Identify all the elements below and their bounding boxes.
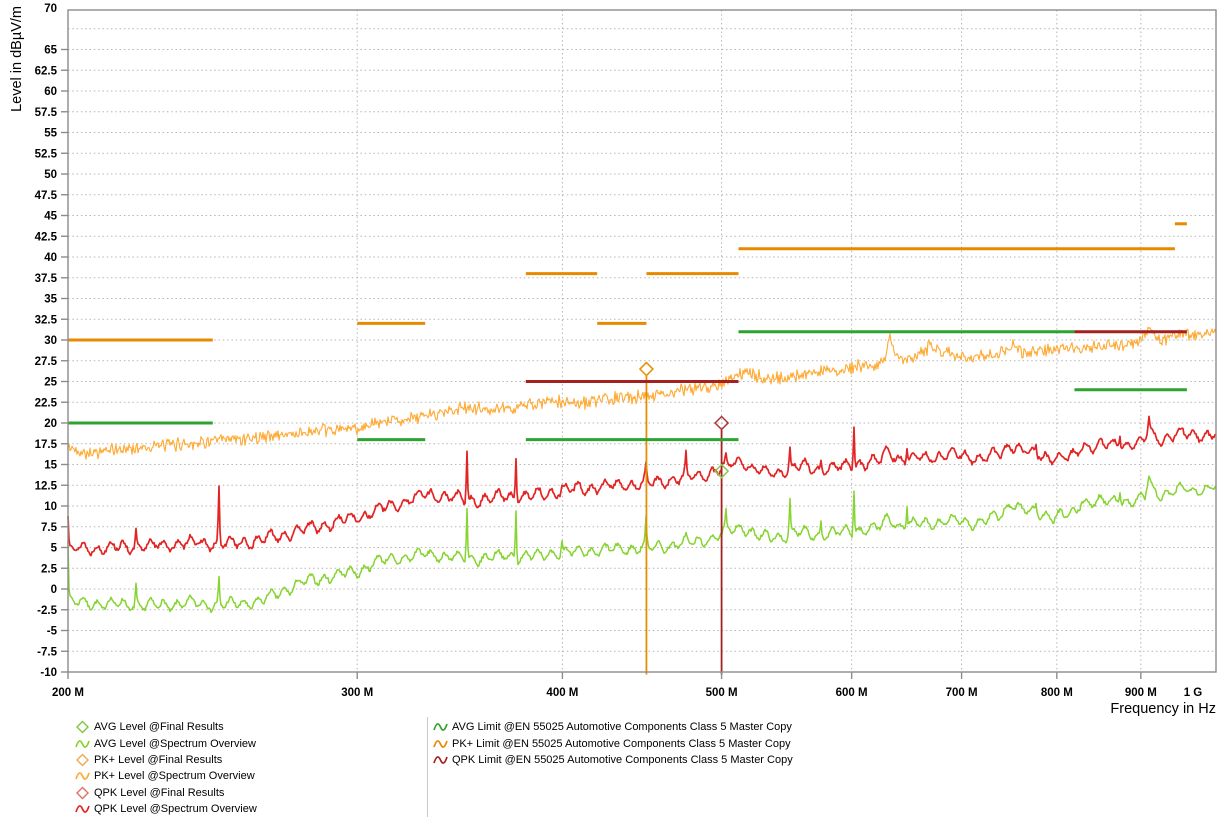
x-tick-label: 600 M: [836, 687, 868, 699]
legend-item-avg-level-spectrum-overview[interactable]: AVG Level @Spectrum Overview: [74, 735, 257, 751]
y-tick-label: 2.5: [41, 563, 58, 575]
y-tick-label: 47.5: [35, 190, 58, 202]
legend-item-pk-level-spectrum-overview[interactable]: PK+ Level @Spectrum Overview: [74, 768, 257, 784]
x-tick-label: 900 M: [1125, 687, 1157, 699]
y-tick-label: 50: [44, 169, 57, 181]
trace-pk_overview[interactable]: [67, 326, 1217, 460]
legend-divider: [427, 717, 428, 817]
trace-avg_overview[interactable]: [67, 475, 1217, 614]
y-tick-label: 57.5: [35, 107, 58, 119]
y-tick-label: 12.5: [35, 480, 58, 492]
y-tick-label: -7.5: [37, 646, 57, 658]
final-result-marker-avg[interactable]: [714, 463, 730, 479]
x-tick-label: 1 G: [1184, 687, 1203, 699]
x-tick-label: 400 M: [546, 687, 578, 699]
legend-item-label: PK+ Limit @EN 55025 Automotive Component…: [452, 737, 791, 750]
y-tick-label: 35: [44, 294, 57, 306]
legend-item-label: PK+ Level @Final Results: [94, 753, 223, 766]
plot-frame: [67, 9, 1217, 673]
trace-qpk_overview[interactable]: [67, 415, 1217, 557]
wave-icon: [75, 772, 90, 781]
y-tick-label: 70: [44, 3, 57, 15]
x-tick-label: 500 M: [706, 687, 738, 699]
y-tick-label: 20: [44, 418, 57, 430]
y-tick-label: 25: [44, 377, 57, 389]
y-tick-label: -5: [47, 626, 58, 638]
chart-legend: AVG Level @Final Results AVG Level @Spect…: [0, 717, 1222, 829]
y-tick-label: 62.5: [35, 65, 58, 77]
y-tick-label: 40: [44, 252, 57, 264]
x-tick-label: 700 M: [946, 687, 978, 699]
y-tick-label: 5: [51, 543, 58, 555]
y-tick-label: 17.5: [35, 439, 58, 451]
qpk_limit[interactable]: [525, 330, 1187, 383]
y-tick-label: 37.5: [35, 273, 58, 285]
legend-item-qpk-limit-en-55025-automotive-components-class-5-master-copy[interactable]: QPK Limit @EN 55025 Automotive Component…: [432, 752, 793, 768]
legend-item-qpk-level-spectrum-overview[interactable]: QPK Level @Spectrum Overview: [74, 801, 257, 817]
wave-icon: [75, 805, 90, 813]
legend-item-label: PK+ Level @Spectrum Overview: [94, 770, 255, 783]
avg_limit[interactable]: [68, 330, 1187, 442]
y-tick-label: 7.5: [41, 522, 58, 534]
y-tick-label: 60: [44, 86, 57, 98]
legend-item-avg-level-final-results[interactable]: AVG Level @Final Results: [74, 719, 257, 735]
legend-item-label: AVG Level @Final Results: [94, 721, 224, 734]
legend-item-label: QPK Level @Final Results: [94, 786, 225, 799]
legend-column-limits: AVG Limit @EN 55025 Automotive Component…: [432, 719, 793, 768]
y-tick-label: 55: [44, 128, 57, 140]
legend-item-label: AVG Level @Spectrum Overview: [94, 737, 256, 750]
spectrum-chart[interactable]: 706562.56057.55552.55047.54542.54037.535…: [0, 0, 1222, 719]
y-axis-title: Level in dBµV/m: [9, 6, 25, 112]
y-tick-label: 27.5: [35, 356, 58, 368]
diamond-icon: [76, 786, 89, 800]
gridlines: [68, 10, 1216, 672]
x-tick-label: 800 M: [1041, 687, 1073, 699]
legend-item-label: QPK Level @Spectrum Overview: [94, 803, 257, 816]
y-tick-label: 0: [51, 584, 57, 596]
wave-icon: [75, 739, 90, 748]
final-result-marker-pkplus[interactable]: [638, 361, 654, 377]
pk_limit[interactable]: [68, 222, 1187, 342]
y-tick-label: 45: [44, 211, 57, 223]
axes: 706562.56057.55552.55047.54542.54037.535…: [35, 3, 1203, 699]
final-result-marker-qpk[interactable]: [714, 415, 730, 431]
x-tick-label: 200 M: [52, 687, 84, 699]
x-tick-label: 300 M: [341, 687, 373, 699]
y-tick-label: 32.5: [35, 314, 58, 326]
y-tick-label: 22.5: [35, 397, 58, 409]
legend-item-avg-limit-en-55025-automotive-components-class-5-master-copy[interactable]: AVG Limit @EN 55025 Automotive Component…: [432, 719, 793, 735]
wave-icon: [433, 739, 448, 748]
diamond-icon: [76, 720, 89, 734]
legend-item-pk-limit-en-55025-automotive-components-class-5-master-copy[interactable]: PK+ Limit @EN 55025 Automotive Component…: [432, 735, 793, 751]
y-tick-label: 42.5: [35, 231, 58, 243]
y-tick-label: 52.5: [35, 148, 58, 160]
y-tick-label: 10: [44, 501, 57, 513]
legend-item-pk-level-final-results[interactable]: PK+ Level @Final Results: [74, 752, 257, 768]
y-tick-label: -2.5: [37, 605, 57, 617]
legend-item-qpk-level-final-results[interactable]: QPK Level @Final Results: [74, 785, 257, 801]
legend-item-label: AVG Limit @EN 55025 Automotive Component…: [452, 721, 792, 734]
legend-item-label: QPK Limit @EN 55025 Automotive Component…: [452, 753, 793, 766]
diamond-icon: [76, 753, 89, 767]
x-axis-title: Frequency in Hz: [1110, 701, 1216, 717]
legend-column-traces: AVG Level @Final Results AVG Level @Spect…: [74, 719, 257, 817]
wave-icon: [433, 756, 448, 764]
y-tick-label: 15: [44, 460, 57, 472]
y-tick-label: -10: [40, 667, 57, 679]
y-tick-label: 30: [44, 335, 57, 347]
wave-icon: [433, 723, 448, 732]
y-tick-label: 65: [44, 45, 57, 57]
